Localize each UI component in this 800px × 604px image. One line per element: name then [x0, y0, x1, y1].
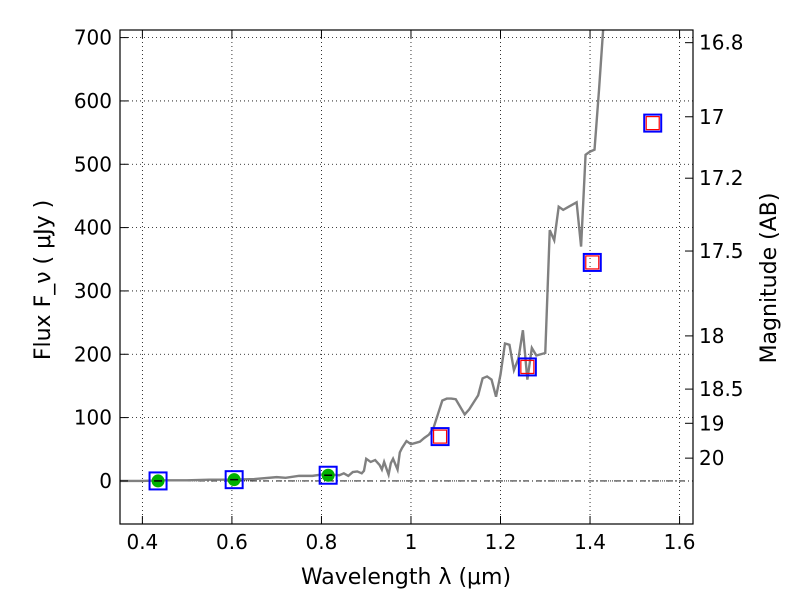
photometry-inner-square-marker: [645, 115, 660, 131]
right-axis-tick-label: 17.2: [699, 166, 744, 190]
y-tick-label: 600: [74, 89, 112, 113]
right-axis-label: Magnitude (AB): [757, 193, 782, 364]
photometry-square-marker: [224, 470, 244, 490]
y-tick-label: 500: [74, 152, 112, 176]
x-axis-label: Wavelength λ (μm): [301, 565, 511, 590]
photometry-inner-square-marker: [432, 429, 448, 444]
x-tick-label: 0.6: [216, 530, 248, 554]
plot-frame: [119, 29, 694, 525]
model-spectrum-line: [120, 30, 605, 483]
x-tick-label: 0.4: [126, 530, 158, 554]
y-tick-label: 300: [74, 279, 112, 303]
x-tick-label: 0.8: [306, 530, 338, 554]
y-axis-label: Flux F_ν ( μJy ): [31, 200, 56, 360]
right-axis-tick-label: 18: [699, 324, 724, 348]
x-tick-label: 1.6: [664, 530, 696, 554]
photometry-square-marker: [148, 471, 168, 491]
photometry-inner-square-marker: [520, 359, 535, 375]
right-axis-tick-label: 20: [699, 446, 724, 470]
x-tick-label: 1.2: [485, 530, 517, 554]
y-tick-label: 0: [99, 469, 112, 493]
photometry-square-marker: [643, 113, 663, 133]
right-axis-tick-label: 16.8: [699, 31, 744, 55]
right-axis-tick-label: 17.5: [699, 239, 744, 263]
data-layer: [120, 30, 663, 491]
photometry-square-marker: [517, 357, 537, 377]
y-tick-label: 400: [74, 216, 112, 240]
right-axis-tick-label: 18.5: [699, 377, 744, 401]
photometry-square-marker: [582, 252, 602, 272]
grid-layer: [120, 30, 693, 524]
y-tick-label: 100: [74, 406, 112, 430]
axis-layer: 0.4 0.6 0.8 1 1.2 1.4 1.6 0 100 200 300 400 500 600 70…: [74, 26, 744, 554]
right-axis-tick-label: 17: [699, 105, 724, 129]
right-axis-tick-label: 19: [699, 411, 724, 435]
x-tick-label: 1: [405, 530, 418, 554]
photometry-inner-square-marker: [585, 255, 600, 270]
x-tick-label: 1.4: [574, 530, 606, 554]
photometry-square-marker: [318, 465, 338, 485]
y-tick-label: 700: [74, 26, 112, 50]
photometry-square-marker: [430, 427, 450, 447]
y-tick-label: 200: [74, 342, 112, 366]
